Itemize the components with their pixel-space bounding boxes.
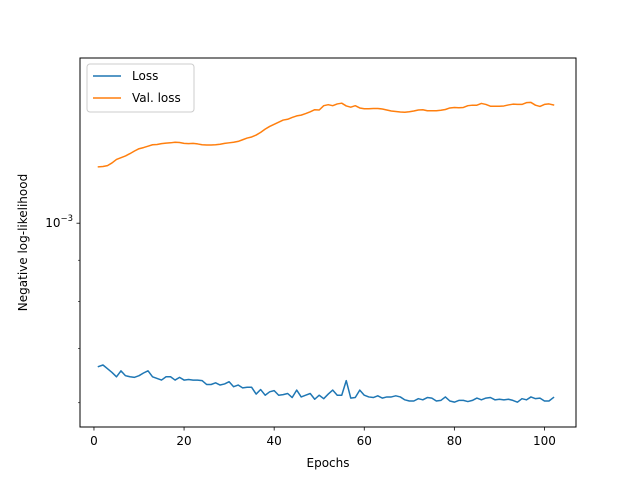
x-axis: 0 20 40 60 80 100 bbox=[90, 427, 556, 448]
x-tick-label: 40 bbox=[267, 434, 282, 448]
x-axis-label: Epochs bbox=[307, 456, 350, 470]
legend-label-loss: Loss bbox=[132, 69, 158, 83]
plot-frame bbox=[79, 57, 577, 428]
legend: Loss Val. loss bbox=[86, 63, 195, 113]
x-tick-label: 60 bbox=[357, 434, 372, 448]
series-layer bbox=[97, 101, 555, 403]
y-axis-label: Negative log-likelihood bbox=[16, 174, 30, 311]
x-tick-label: 80 bbox=[447, 434, 462, 448]
legend-label-val-loss: Val. loss bbox=[132, 91, 181, 105]
y-axis: 10−3 bbox=[45, 214, 80, 404]
series-line-loss bbox=[97, 364, 555, 403]
x-tick-label: 0 bbox=[90, 434, 98, 448]
series-line-val-loss bbox=[97, 101, 555, 168]
x-tick-label: 100 bbox=[533, 434, 556, 448]
y-tick-label: 10−3 bbox=[45, 214, 73, 230]
x-tick-label: 20 bbox=[176, 434, 191, 448]
